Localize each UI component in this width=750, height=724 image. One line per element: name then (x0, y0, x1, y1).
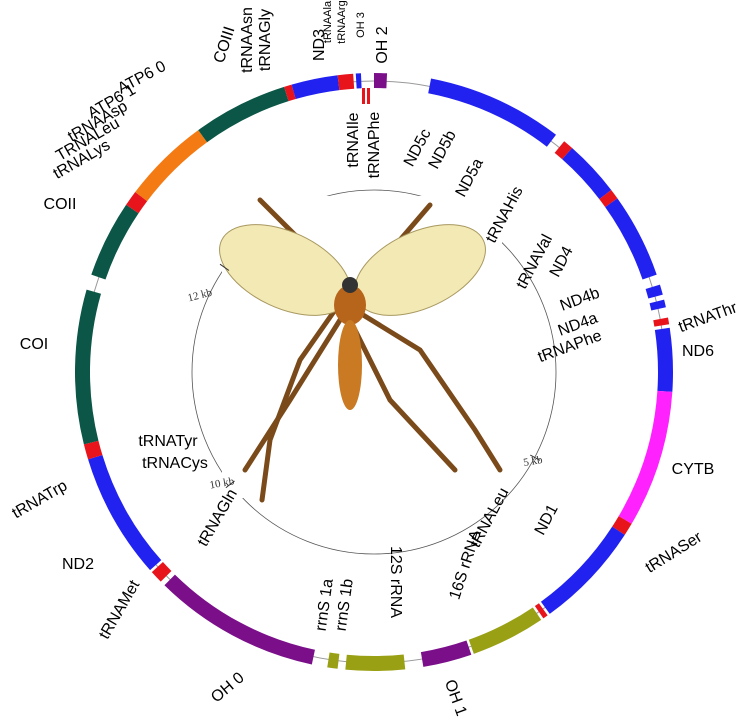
gene-label: 12S rRNA (387, 546, 404, 618)
gene-label: ND6 (682, 343, 714, 360)
trna-mark (362, 88, 365, 104)
gene-label: tRNASer (643, 528, 706, 576)
gene-segment (649, 299, 666, 311)
gene-label: ND4 (547, 244, 577, 280)
gene-label: 16S rRNA (447, 528, 486, 602)
gene-label: tRNAAsn (239, 7, 256, 73)
gene-segment (605, 198, 657, 280)
gene-label: OH 1 (441, 677, 470, 718)
gene-segment (554, 141, 573, 160)
gene-segment (618, 390, 673, 524)
gene-label: tRNATrp (9, 477, 70, 522)
gene-segment (126, 192, 148, 214)
gene-segment (355, 73, 362, 89)
gene-segment (653, 317, 670, 327)
gene-segment (374, 73, 388, 89)
gene-segment (534, 603, 548, 619)
trna-mark (367, 88, 370, 104)
gene-label: ND4b (558, 285, 602, 315)
gene-label: tRNAGln (195, 486, 241, 549)
scale-label: 12 kb (186, 287, 213, 305)
gene-segment (135, 130, 208, 202)
gene-label: tRNAArg (336, 0, 348, 43)
gene-label: COII (44, 196, 77, 213)
gene-label: OH 3 (355, 12, 367, 38)
gene-segment (198, 86, 289, 143)
gene-segment (612, 516, 632, 535)
scale-tick (225, 480, 235, 489)
gene-label: tRNAIle (345, 112, 362, 167)
gene-segment (284, 84, 296, 102)
gene-segment (164, 574, 315, 665)
gene-label: tRNACys (142, 455, 208, 472)
gene-label: ND1 (532, 502, 562, 538)
gene-segment (468, 607, 542, 654)
scale-tick (530, 454, 541, 461)
gene-label: COIII (211, 25, 239, 66)
gene-label: tRNAPhe (366, 112, 383, 179)
gene-label: ND2 (62, 556, 94, 573)
gene-label: ND5a (453, 156, 487, 200)
gene-label: tRNAThr (676, 299, 740, 336)
gene-label: tRNATyr (138, 433, 198, 450)
gene-segment (291, 75, 340, 100)
gene-segment (645, 284, 663, 299)
gene-label: rrnS 1b (333, 578, 357, 632)
gene-label: tRNAAla (322, 0, 334, 43)
gene-segment (83, 440, 103, 460)
gene-segment (75, 289, 102, 445)
gene-segment (345, 654, 406, 671)
scale-label: 10 kb (209, 475, 236, 491)
gene-label: tRNAVal (513, 232, 556, 292)
scale-label: 5 kb (522, 454, 544, 469)
gene-segment (327, 652, 340, 669)
gene-label: CYTB (672, 461, 715, 478)
gene-segment (599, 189, 618, 208)
gene-segment (91, 204, 139, 280)
gene-segment (562, 148, 612, 200)
gene-label: OH 0 (208, 669, 248, 706)
gene-segment (337, 73, 355, 91)
scale-tick (219, 263, 230, 271)
gene-segment (420, 640, 472, 667)
scale-circle (191, 189, 557, 555)
gene-label: OH 2 (374, 26, 391, 63)
gene-segment (88, 455, 162, 571)
gene-label: ND3 (311, 29, 328, 61)
gene-segment (151, 562, 172, 582)
gene-segment (654, 327, 673, 392)
gene-label: tRNAMet (96, 577, 143, 642)
gene-label: ATP6 0 (115, 58, 169, 98)
mosquito-illustration (219, 196, 503, 503)
gene-segment (428, 78, 557, 147)
gene-label: COI (20, 336, 48, 353)
gene-label: tRNAGly (257, 9, 274, 71)
gene-segment (540, 526, 625, 614)
